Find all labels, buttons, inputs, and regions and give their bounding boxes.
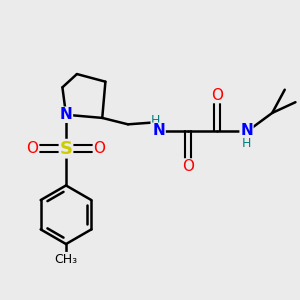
- Text: H: H: [151, 114, 160, 127]
- Text: N: N: [240, 123, 253, 138]
- Text: N: N: [152, 123, 165, 138]
- Text: H: H: [242, 137, 251, 150]
- Text: CH₃: CH₃: [55, 253, 78, 266]
- Text: O: O: [94, 141, 106, 156]
- Text: S: S: [59, 140, 73, 158]
- Text: N: N: [60, 107, 72, 122]
- Text: O: O: [26, 141, 38, 156]
- Text: O: O: [182, 159, 194, 174]
- Text: O: O: [211, 88, 223, 103]
